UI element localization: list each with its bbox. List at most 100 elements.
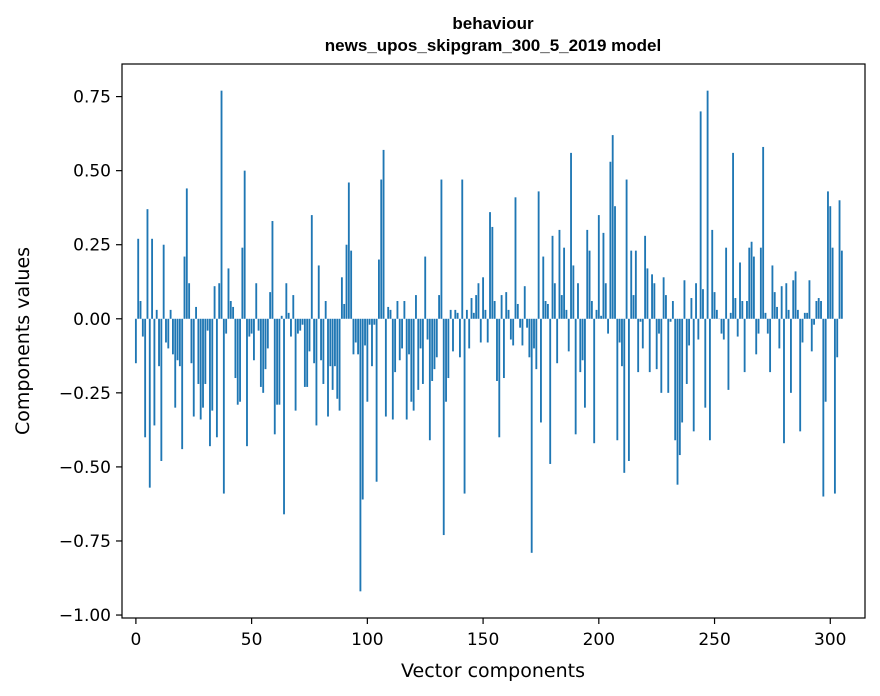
bar-42 — [232, 306, 235, 319]
bar-196 — [588, 250, 591, 319]
bar-188 — [570, 152, 572, 319]
bar-50 — [250, 318, 253, 334]
bar-190 — [574, 318, 577, 435]
bar-57 — [266, 318, 269, 349]
bar-269 — [757, 318, 760, 334]
bar-41 — [229, 301, 232, 319]
bar-121 — [415, 295, 417, 319]
bar-113 — [396, 301, 399, 319]
bar-56 — [264, 318, 267, 370]
bar-162 — [509, 318, 512, 340]
bar-260 — [736, 318, 739, 337]
bar-203 — [604, 283, 607, 319]
bar-44 — [236, 318, 239, 405]
bar-173 — [535, 318, 538, 370]
y-tick-label: 0.75 — [73, 88, 111, 108]
bar-304 — [838, 200, 841, 319]
bar-63 — [280, 315, 283, 319]
bar-155 — [493, 301, 496, 319]
bar-287 — [799, 318, 802, 432]
bar-33 — [211, 318, 214, 411]
bar-31 — [206, 318, 209, 331]
bar-22 — [185, 188, 188, 319]
bar-136 — [449, 309, 452, 319]
bar-277 — [776, 306, 778, 319]
bar-153 — [489, 212, 491, 319]
bar-294 — [815, 301, 818, 319]
y-tick-label: −0.75 — [59, 532, 111, 552]
bar-104 — [375, 318, 378, 482]
bar-37 — [220, 90, 223, 319]
bar-295 — [817, 298, 820, 319]
bar-229 — [665, 295, 667, 319]
bar-240 — [690, 298, 693, 319]
bar-257 — [729, 312, 732, 319]
bar-242 — [695, 283, 697, 319]
bar-124 — [421, 318, 424, 384]
bar-116 — [403, 301, 406, 319]
bar-76 — [310, 215, 313, 319]
bar-296 — [820, 301, 822, 319]
bar-178 — [546, 303, 549, 319]
bar-127 — [428, 318, 431, 441]
bar-152 — [486, 318, 489, 343]
bar-204 — [607, 318, 609, 334]
bar-231 — [669, 318, 672, 322]
bar-143 — [465, 309, 468, 319]
bar-305 — [840, 250, 843, 319]
bar-175 — [540, 318, 542, 423]
bar-122 — [417, 318, 420, 390]
bar-97 — [359, 318, 362, 592]
bar-297 — [822, 318, 825, 497]
bar-228 — [662, 277, 665, 319]
bar-180 — [551, 235, 554, 319]
x-tick-label: 250 — [698, 630, 730, 650]
bar-201 — [600, 315, 603, 319]
bar-238 — [685, 318, 688, 384]
bar-21 — [183, 256, 186, 319]
bar-59 — [271, 221, 274, 319]
bar-2 — [139, 301, 142, 319]
bar-154 — [491, 226, 494, 319]
bar-191 — [577, 283, 579, 319]
bar-206 — [611, 135, 614, 319]
bar-232 — [671, 301, 674, 319]
y-axis-label: Components values — [12, 247, 34, 435]
bar-18 — [176, 318, 179, 361]
bar-282 — [787, 309, 790, 319]
bar-235 — [678, 318, 681, 456]
bar-95 — [354, 318, 357, 343]
bar-8 — [153, 318, 156, 426]
y-tick-label: −0.50 — [59, 458, 111, 478]
bar-243 — [697, 318, 700, 340]
bar-100 — [366, 318, 369, 402]
bar-272 — [764, 312, 767, 319]
bar-83 — [327, 318, 329, 417]
bar-108 — [384, 318, 387, 417]
bar-284 — [792, 280, 795, 319]
bar-271 — [762, 146, 765, 319]
bar-80 — [320, 318, 322, 361]
bar-111 — [391, 318, 394, 420]
bar-36 — [218, 283, 221, 319]
bar-34 — [213, 286, 216, 319]
bar-13 — [165, 318, 167, 343]
chart-title: behaviour — [452, 14, 534, 33]
bar-248 — [708, 318, 711, 441]
bar-281 — [785, 283, 788, 319]
bar-103 — [373, 318, 376, 325]
y-tick-label: 0.50 — [73, 162, 111, 182]
bar-194 — [584, 318, 586, 408]
bar-107 — [382, 149, 385, 319]
bar-176 — [542, 256, 545, 319]
bar-179 — [549, 318, 552, 464]
bar-227 — [660, 318, 663, 393]
bar-138 — [454, 309, 457, 319]
bar-210 — [621, 318, 623, 367]
bar-158 — [500, 295, 503, 319]
bar-66 — [287, 312, 290, 319]
bar-302 — [833, 318, 836, 494]
bar-46 — [241, 247, 244, 319]
bar-55 — [262, 318, 265, 393]
